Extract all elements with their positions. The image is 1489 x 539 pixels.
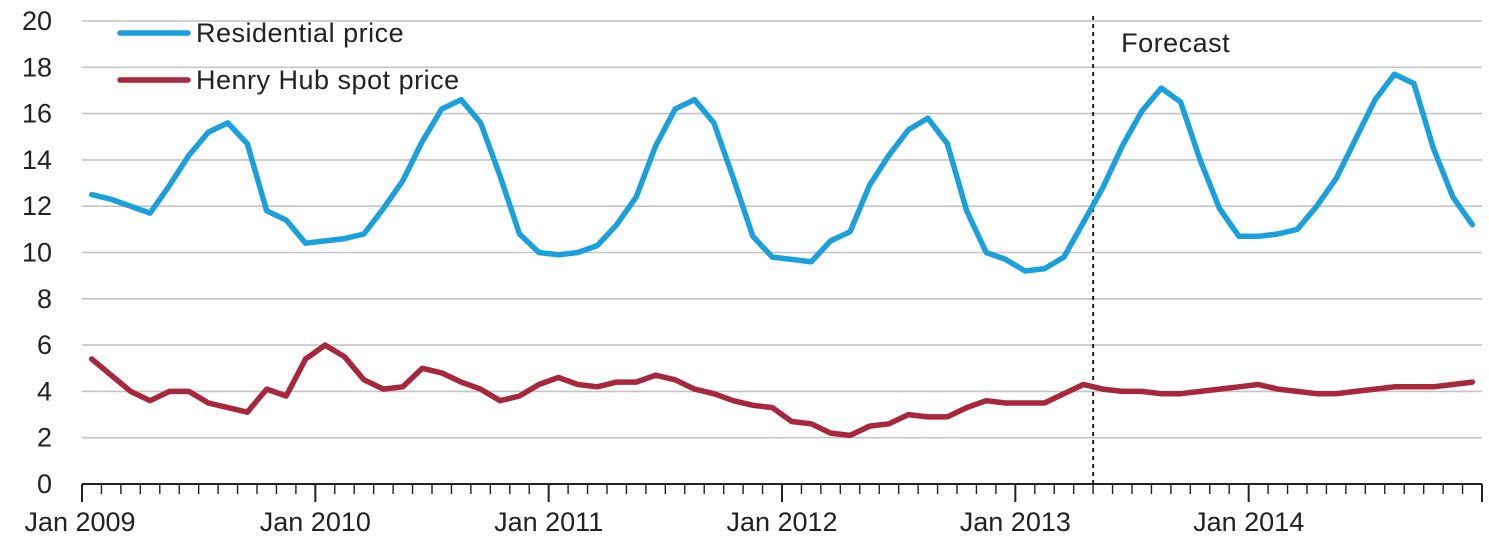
y-tick-label: 20 [22, 6, 52, 36]
forecast-label: Forecast [1121, 28, 1230, 58]
x-tick-label: Jan 2013 [960, 507, 1071, 537]
x-tick-label: Jan 2012 [726, 507, 837, 537]
series-line-henry-hub-spot-price [88, 342, 1476, 439]
y-tick-label: 2 [37, 423, 52, 453]
y-tick-label: 12 [22, 191, 52, 221]
axes: 0 2 4 6 8 10 12 14 16 18 20 Jan 2009 Jan 2010 Jan 201… [22, 6, 1483, 537]
y-tick-label: 16 [22, 99, 52, 129]
y-tick-label: 6 [37, 330, 52, 360]
legend-label: Henry Hub spot price [196, 65, 460, 95]
forecast-annotation: Forecast [1092, 16, 1230, 484]
x-tick-label: Jan 2014 [1193, 507, 1304, 537]
y-tick-label: 10 [22, 238, 52, 268]
legend: Residential price Henry Hub spot price [117, 18, 460, 95]
y-tick-label: 4 [37, 376, 52, 406]
series-lines [88, 71, 1476, 439]
gridlines [82, 20, 1482, 439]
y-tick-label: 0 [37, 469, 52, 499]
y-tick-label: 8 [37, 284, 52, 314]
series-line-residential-price [88, 71, 1476, 274]
x-tick-label: Jan 2010 [260, 507, 371, 537]
y-tick-label: 18 [22, 52, 52, 82]
x-tick-label: Jan 2009 [24, 507, 135, 537]
legend-label: Residential price [196, 18, 404, 48]
x-tick-label: Jan 2011 [494, 507, 603, 537]
y-tick-label: 14 [22, 145, 52, 175]
